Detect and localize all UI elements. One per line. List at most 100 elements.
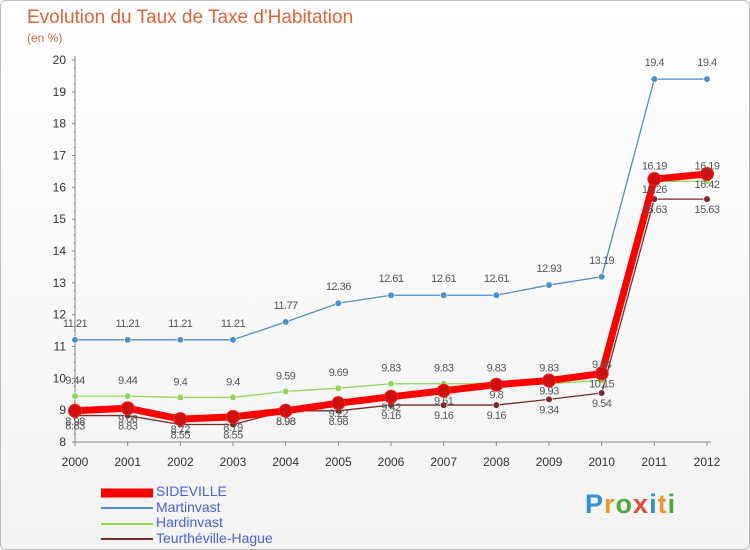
logo-letter: P — [585, 489, 605, 519]
x-tick-label: 2006 — [378, 455, 405, 469]
data-point — [492, 291, 500, 299]
data-label: 12.61 — [431, 273, 456, 285]
data-point — [440, 291, 448, 299]
data-point — [176, 393, 184, 402]
data-point — [598, 273, 606, 281]
data-label: 8.55 — [223, 429, 243, 441]
data-point — [124, 336, 132, 344]
data-label: 8.55 — [171, 429, 191, 441]
data-label: 15.63 — [642, 204, 667, 216]
data-label: 19.4 — [645, 57, 665, 69]
data-point — [594, 366, 609, 381]
data-label: 11.21 — [63, 318, 88, 330]
data-point — [71, 336, 79, 344]
data-label: 8.72 — [171, 424, 191, 436]
x-tick-label: 2000 — [62, 455, 89, 469]
data-point — [647, 172, 662, 187]
logo-letter: t — [657, 489, 668, 519]
data-point — [331, 396, 346, 411]
y-tick-label: 15 — [53, 212, 67, 226]
data-label: 8.79 — [223, 422, 243, 434]
chart-title: Evolution du Taux de Taxe d'Habitation — [27, 7, 354, 28]
data-point — [282, 318, 290, 326]
data-label: 8.98 — [329, 416, 349, 428]
x-tick-label: 2012 — [694, 455, 721, 469]
data-point — [598, 389, 606, 397]
data-point — [334, 384, 342, 392]
data-point — [436, 383, 451, 398]
data-label: 12.36 — [326, 281, 351, 293]
y-tick-label: 8 — [59, 435, 66, 449]
series-line-martinvast — [75, 78, 707, 341]
data-point — [282, 387, 290, 395]
data-label: 9.83 — [487, 363, 507, 375]
data-label: 9.4 — [226, 376, 240, 388]
legend-label: Teurthéville-Hague — [156, 529, 273, 546]
logo-letter: i — [667, 489, 677, 519]
logo-letter: r — [604, 489, 616, 519]
data-label: 9.42 — [381, 402, 401, 414]
data-label: 9.44 — [65, 375, 85, 387]
data-label: 9.34 — [539, 404, 559, 416]
y-tick-label: 9 — [59, 403, 66, 417]
data-label: 16.26 — [642, 184, 667, 196]
data-label: 9.59 — [276, 370, 296, 382]
proxiti-logo: Proxiti — [585, 489, 676, 520]
data-label: 8.83 — [65, 421, 85, 433]
legend-swatch — [101, 507, 153, 510]
data-point — [489, 377, 504, 392]
y-tick-label: 19 — [53, 85, 67, 99]
data-label: 9.83 — [539, 363, 559, 375]
x-tick-label: 2005 — [325, 455, 352, 469]
legend-label: Martinvast — [156, 498, 221, 515]
data-label: 9.69 — [329, 367, 349, 379]
y-tick-label: 14 — [53, 244, 67, 258]
x-tick-label: 2002 — [167, 455, 194, 469]
y-tick-label: 11 — [54, 340, 67, 354]
legend-swatch — [101, 538, 153, 541]
data-point — [334, 299, 342, 307]
data-point — [68, 403, 82, 418]
data-label: 8.98 — [276, 416, 296, 428]
y-tick-label: 16 — [53, 180, 67, 194]
x-tick-label: 2003 — [220, 455, 247, 469]
x-tick-label: 2004 — [272, 455, 299, 469]
data-label: 8.83 — [118, 421, 138, 433]
logo-letter: x — [633, 489, 650, 519]
data-label: 10.15 — [589, 379, 614, 391]
data-label: 8.98 — [65, 416, 85, 428]
data-label: 9.44 — [118, 375, 138, 387]
data-point — [387, 291, 395, 299]
data-label: 12.61 — [378, 273, 403, 285]
data-label: 13.19 — [589, 255, 614, 267]
data-label: 9.54 — [592, 398, 612, 410]
data-point — [545, 281, 553, 289]
data-label: 9.16 — [487, 410, 507, 422]
data-point — [703, 75, 711, 83]
data-point — [492, 401, 500, 409]
data-label: 11.21 — [168, 318, 193, 330]
data-label: 19.4 — [697, 57, 717, 69]
data-label: 9.61 — [434, 396, 454, 408]
data-label: 9.93 — [539, 386, 559, 398]
y-tick-label: 13 — [53, 276, 67, 290]
data-label: 8.98 — [276, 416, 296, 428]
x-tick-label: 2001 — [114, 455, 141, 469]
data-label: 9.16 — [434, 410, 454, 422]
y-tick-label: 12 — [53, 308, 67, 322]
data-point — [703, 195, 711, 203]
y-tick-label: 20 — [53, 53, 67, 67]
logo-letter: o — [615, 489, 634, 519]
data-label: 15.63 — [694, 204, 719, 216]
data-point — [650, 75, 658, 83]
legend-label: Hardinvast — [156, 514, 223, 530]
x-tick-label: 2010 — [588, 455, 615, 469]
chart-unit-label: (en %) — [27, 31, 63, 45]
data-point — [387, 380, 395, 388]
data-label: 9.4 — [173, 376, 187, 388]
data-label: 16.19 — [642, 160, 667, 172]
x-tick-label: 2008 — [483, 455, 510, 469]
logo-letter: i — [649, 489, 658, 519]
